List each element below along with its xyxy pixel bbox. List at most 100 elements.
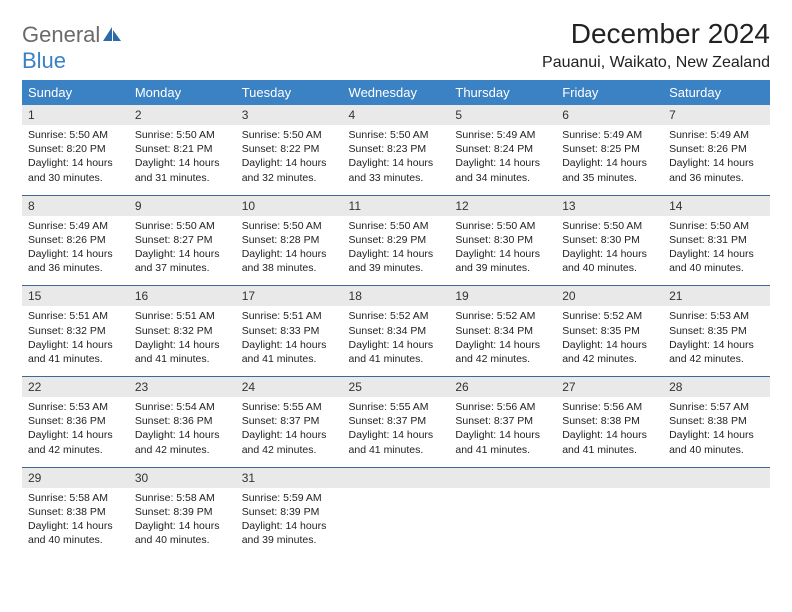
sunrise-text: Sunrise: 5:51 AM (135, 309, 230, 323)
day-number: 20 (556, 286, 663, 306)
day-body-empty (556, 488, 663, 540)
dow-friday: Friday (556, 80, 663, 105)
day-number: 24 (236, 377, 343, 397)
daylight-text: Daylight: 14 hours and 39 minutes. (349, 247, 444, 275)
day-body: Sunrise: 5:51 AMSunset: 8:32 PMDaylight:… (129, 306, 236, 376)
sunset-text: Sunset: 8:32 PM (135, 324, 230, 338)
day-number: 21 (663, 286, 770, 306)
day-number: 27 (556, 377, 663, 397)
day-body: Sunrise: 5:56 AMSunset: 8:37 PMDaylight:… (449, 397, 556, 467)
calendar-week-row: 1Sunrise: 5:50 AMSunset: 8:20 PMDaylight… (22, 105, 770, 195)
day-body: Sunrise: 5:51 AMSunset: 8:33 PMDaylight:… (236, 306, 343, 376)
calendar-week-row: 22Sunrise: 5:53 AMSunset: 8:36 PMDayligh… (22, 377, 770, 468)
daylight-text: Daylight: 14 hours and 41 minutes. (349, 338, 444, 366)
daylight-text: Daylight: 14 hours and 41 minutes. (242, 338, 337, 366)
logo: General Blue (22, 22, 122, 74)
sunrise-text: Sunrise: 5:50 AM (242, 219, 337, 233)
sunset-text: Sunset: 8:23 PM (349, 142, 444, 156)
calendar-day-cell: 4Sunrise: 5:50 AMSunset: 8:23 PMDaylight… (343, 105, 450, 195)
daylight-text: Daylight: 14 hours and 41 minutes. (135, 338, 230, 366)
daylight-text: Daylight: 14 hours and 30 minutes. (28, 156, 123, 184)
day-number: 25 (343, 377, 450, 397)
sunset-text: Sunset: 8:38 PM (28, 505, 123, 519)
day-number: 6 (556, 105, 663, 125)
day-body: Sunrise: 5:50 AMSunset: 8:21 PMDaylight:… (129, 125, 236, 195)
sunset-text: Sunset: 8:27 PM (135, 233, 230, 247)
calendar-day-cell: 24Sunrise: 5:55 AMSunset: 8:37 PMDayligh… (236, 377, 343, 468)
dow-thursday: Thursday (449, 80, 556, 105)
sunrise-text: Sunrise: 5:55 AM (349, 400, 444, 414)
daylight-text: Daylight: 14 hours and 41 minutes. (562, 428, 657, 456)
logo-word2: Blue (22, 48, 66, 73)
logo-word1: General (22, 22, 100, 47)
day-number: 23 (129, 377, 236, 397)
sunset-text: Sunset: 8:25 PM (562, 142, 657, 156)
day-number: 17 (236, 286, 343, 306)
daylight-text: Daylight: 14 hours and 41 minutes. (455, 428, 550, 456)
day-body: Sunrise: 5:50 AMSunset: 8:27 PMDaylight:… (129, 216, 236, 286)
calendar-day-cell: 11Sunrise: 5:50 AMSunset: 8:29 PMDayligh… (343, 195, 450, 286)
dow-sunday: Sunday (22, 80, 129, 105)
calendar-day-cell (343, 467, 450, 557)
daylight-text: Daylight: 14 hours and 42 minutes. (135, 428, 230, 456)
sunset-text: Sunset: 8:37 PM (349, 414, 444, 428)
sunset-text: Sunset: 8:34 PM (349, 324, 444, 338)
daylight-text: Daylight: 14 hours and 32 minutes. (242, 156, 337, 184)
sunrise-text: Sunrise: 5:50 AM (349, 128, 444, 142)
calendar-day-cell: 22Sunrise: 5:53 AMSunset: 8:36 PMDayligh… (22, 377, 129, 468)
day-number: 31 (236, 468, 343, 488)
header: General Blue December 2024 Pauanui, Waik… (22, 18, 770, 78)
day-body-empty (343, 488, 450, 540)
sunrise-text: Sunrise: 5:51 AM (242, 309, 337, 323)
day-number: 11 (343, 196, 450, 216)
sunrise-text: Sunrise: 5:52 AM (455, 309, 550, 323)
day-number: 26 (449, 377, 556, 397)
sunset-text: Sunset: 8:38 PM (669, 414, 764, 428)
day-number: 9 (129, 196, 236, 216)
day-body: Sunrise: 5:58 AMSunset: 8:39 PMDaylight:… (129, 488, 236, 558)
sunrise-text: Sunrise: 5:51 AM (28, 309, 123, 323)
calendar-day-cell: 10Sunrise: 5:50 AMSunset: 8:28 PMDayligh… (236, 195, 343, 286)
calendar-day-cell: 17Sunrise: 5:51 AMSunset: 8:33 PMDayligh… (236, 286, 343, 377)
day-number: 18 (343, 286, 450, 306)
calendar-day-cell (663, 467, 770, 557)
sunrise-text: Sunrise: 5:52 AM (349, 309, 444, 323)
day-body: Sunrise: 5:52 AMSunset: 8:35 PMDaylight:… (556, 306, 663, 376)
day-body: Sunrise: 5:49 AMSunset: 8:26 PMDaylight:… (663, 125, 770, 195)
calendar-week-row: 15Sunrise: 5:51 AMSunset: 8:32 PMDayligh… (22, 286, 770, 377)
sunrise-text: Sunrise: 5:55 AM (242, 400, 337, 414)
day-body: Sunrise: 5:50 AMSunset: 8:23 PMDaylight:… (343, 125, 450, 195)
sunrise-text: Sunrise: 5:50 AM (455, 219, 550, 233)
calendar-day-cell: 29Sunrise: 5:58 AMSunset: 8:38 PMDayligh… (22, 467, 129, 557)
day-number: 28 (663, 377, 770, 397)
daylight-text: Daylight: 14 hours and 41 minutes. (28, 338, 123, 366)
daylight-text: Daylight: 14 hours and 42 minutes. (455, 338, 550, 366)
day-of-week-row: Sunday Monday Tuesday Wednesday Thursday… (22, 80, 770, 105)
sunset-text: Sunset: 8:20 PM (28, 142, 123, 156)
day-number: 4 (343, 105, 450, 125)
sunset-text: Sunset: 8:28 PM (242, 233, 337, 247)
day-body: Sunrise: 5:57 AMSunset: 8:38 PMDaylight:… (663, 397, 770, 467)
day-number-empty (556, 468, 663, 488)
title-block: December 2024 Pauanui, Waikato, New Zeal… (542, 18, 770, 78)
sunrise-text: Sunrise: 5:56 AM (562, 400, 657, 414)
day-number: 22 (22, 377, 129, 397)
daylight-text: Daylight: 14 hours and 42 minutes. (28, 428, 123, 456)
daylight-text: Daylight: 14 hours and 42 minutes. (669, 338, 764, 366)
calendar-day-cell (449, 467, 556, 557)
day-number: 2 (129, 105, 236, 125)
day-number: 13 (556, 196, 663, 216)
sunset-text: Sunset: 8:34 PM (455, 324, 550, 338)
day-number: 12 (449, 196, 556, 216)
sunrise-text: Sunrise: 5:50 AM (669, 219, 764, 233)
calendar-day-cell (556, 467, 663, 557)
sunrise-text: Sunrise: 5:53 AM (28, 400, 123, 414)
calendar-day-cell: 25Sunrise: 5:55 AMSunset: 8:37 PMDayligh… (343, 377, 450, 468)
sunset-text: Sunset: 8:37 PM (455, 414, 550, 428)
daylight-text: Daylight: 14 hours and 36 minutes. (28, 247, 123, 275)
day-body: Sunrise: 5:53 AMSunset: 8:35 PMDaylight:… (663, 306, 770, 376)
daylight-text: Daylight: 14 hours and 38 minutes. (242, 247, 337, 275)
calendar-day-cell: 8Sunrise: 5:49 AMSunset: 8:26 PMDaylight… (22, 195, 129, 286)
calendar-week-row: 8Sunrise: 5:49 AMSunset: 8:26 PMDaylight… (22, 195, 770, 286)
day-body: Sunrise: 5:50 AMSunset: 8:22 PMDaylight:… (236, 125, 343, 195)
